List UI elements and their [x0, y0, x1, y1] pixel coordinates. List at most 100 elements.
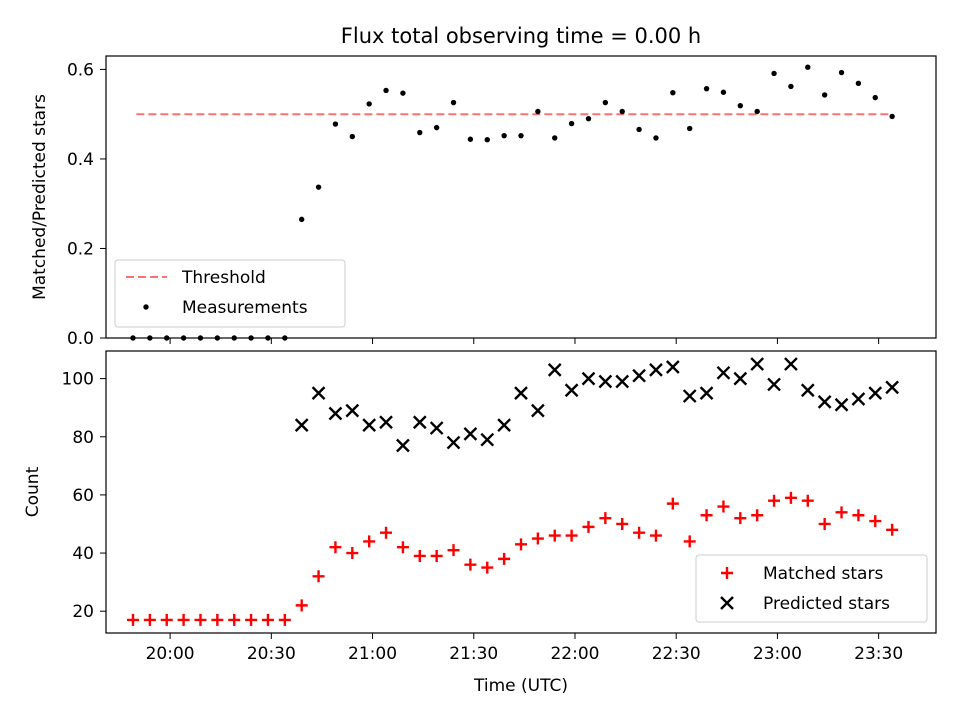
measurement-point — [585, 115, 592, 122]
top-y-tick-label: 0.2 — [67, 239, 94, 259]
matched-stars-point — [633, 526, 646, 539]
matched-stars-point — [582, 520, 595, 533]
predicted-stars-point — [733, 371, 748, 386]
matched-stars-point — [261, 613, 274, 626]
measurement-point — [501, 132, 507, 139]
measurement-point — [838, 69, 845, 76]
matched-stars-point — [413, 549, 426, 562]
chart-title: Flux total observing time = 0.00 h — [341, 24, 701, 48]
bottom-y-axis-label: Count — [23, 466, 43, 517]
measurement-point — [889, 113, 895, 120]
top-y-tick-label: 0.4 — [67, 150, 94, 170]
matched-stars-point — [852, 509, 865, 522]
measurement-point — [417, 129, 423, 136]
predicted-stars-point — [379, 415, 393, 430]
matched-stars-point — [126, 613, 139, 626]
measurement-point — [602, 99, 609, 106]
matched-stars-point — [498, 552, 511, 565]
measurement-point — [349, 133, 356, 140]
measurement-point — [130, 335, 136, 341]
measurement-point — [197, 335, 204, 341]
matched-stars-point — [515, 538, 527, 551]
matched-stars-point — [717, 500, 730, 513]
measurement-point — [619, 108, 625, 115]
predicted-stars-point — [446, 435, 461, 450]
matched-stars-point — [649, 529, 662, 542]
measurement-point — [332, 121, 339, 127]
measurement-point — [147, 335, 153, 341]
legend-measurements-swatch — [143, 304, 149, 310]
measurement-point — [366, 101, 372, 107]
predicted-stars-point — [345, 403, 360, 418]
predicted-stars-point — [564, 383, 579, 398]
x-tick-label: 20:30 — [247, 644, 296, 664]
bottom-y-tick-label: 80 — [72, 428, 94, 448]
predicted-stars-point — [665, 360, 680, 374]
matched-stars-point — [143, 613, 156, 626]
measurement-point — [552, 135, 558, 141]
matched-stars-point — [346, 547, 359, 560]
matched-stars-point — [886, 523, 899, 536]
measurement-point — [872, 94, 878, 101]
measurement-point — [298, 216, 305, 223]
matched-stars-point — [329, 541, 342, 554]
predicted-stars-point — [750, 357, 765, 371]
matched-stars-point — [599, 512, 612, 525]
matched-stars-point — [363, 535, 376, 548]
x-tick-label: 21:30 — [449, 644, 498, 664]
measurement-point — [282, 335, 288, 341]
measurement-point — [535, 108, 541, 115]
legend-predicted-stars-swatch — [720, 596, 734, 610]
top-legend-box — [114, 259, 346, 328]
predicted-stars-point — [311, 386, 326, 401]
measurement-point — [433, 124, 440, 131]
predicted-stars-point — [581, 371, 596, 386]
measurement-point — [518, 132, 524, 139]
measurement-point — [653, 135, 659, 141]
bottom-y-tick-label: 40 — [72, 544, 94, 564]
matched-stars-point — [548, 529, 561, 542]
top-y-axis-label: Matched/Predicted stars — [30, 94, 50, 300]
predicted-stars-point — [784, 357, 798, 371]
predicted-stars-point — [885, 380, 899, 395]
predicted-stars-point — [682, 389, 697, 403]
matched-stars-point — [177, 613, 190, 626]
measurement-point — [231, 335, 237, 341]
predicted-stars-point — [531, 403, 545, 418]
legend-threshold-label: Threshold — [181, 268, 266, 288]
matched-stars-point — [801, 494, 814, 507]
predicted-stars-point — [514, 386, 528, 401]
predicted-stars-point — [767, 377, 781, 392]
x-tick-label: 22:00 — [550, 644, 599, 664]
predicted-stars-point — [699, 386, 714, 401]
matched-stars-point — [245, 613, 258, 626]
predicted-stars-point — [615, 374, 630, 389]
predicted-stars-point — [817, 395, 832, 409]
measurement-point — [467, 136, 474, 142]
predicted-stars-point — [429, 421, 444, 435]
measurement-point — [771, 70, 777, 77]
matched-stars-point — [734, 512, 747, 525]
bottom-y-tick-label: 100 — [62, 370, 94, 390]
bottom-axes-frame — [105, 350, 937, 634]
matched-stars-point — [683, 535, 696, 548]
measurement-point — [720, 89, 727, 95]
measurement-point — [568, 120, 575, 127]
predicted-stars-point — [396, 438, 410, 453]
bottom-y-tick-label: 60 — [72, 486, 94, 506]
matched-stars-point — [295, 599, 308, 612]
predicted-stars-point — [362, 418, 377, 432]
measurement-point — [164, 335, 170, 341]
x-tick-label: 22:30 — [652, 644, 701, 664]
matched-stars-point — [700, 509, 713, 522]
measurement-point — [400, 90, 406, 96]
predicted-stars-point — [716, 365, 731, 380]
top-axes — [105, 55, 937, 339]
measurement-point — [214, 335, 221, 341]
predicted-stars-point — [632, 368, 646, 383]
predicted-stars-point — [480, 432, 495, 447]
legend-measurements-label: Measurements — [182, 298, 308, 318]
bottom-y-tick-label: 20 — [72, 602, 94, 622]
bottom-axes — [105, 350, 937, 634]
